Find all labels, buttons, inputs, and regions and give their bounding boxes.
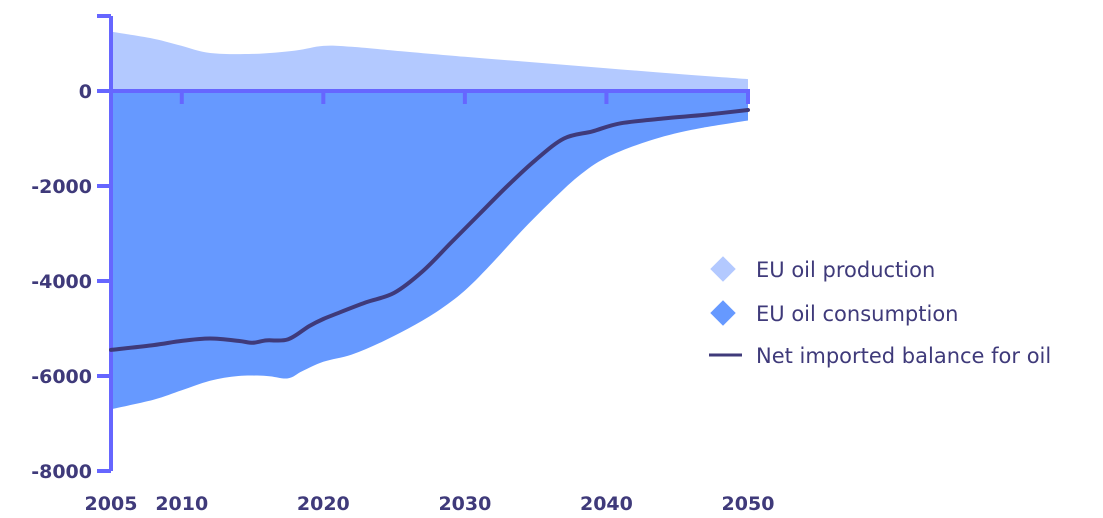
x-tick-label-5: 2050: [722, 493, 775, 515]
line-series-2: [109, 108, 750, 352]
y-tick-label-0: 0: [79, 81, 92, 103]
legend-label-production: EU oil production: [756, 258, 935, 282]
legend-item-net-balance: Net imported balance for oil: [709, 344, 1051, 368]
y-tick-label-2: -4000: [31, 271, 92, 293]
legend-marker-production: [710, 256, 736, 282]
x-tick-label-4: 2040: [580, 493, 633, 515]
x-tick-label-2: 2020: [297, 493, 350, 515]
chart-axes: [97, 14, 750, 473]
legend-label-net-balance: Net imported balance for oil: [756, 344, 1051, 368]
chart-lines: [109, 108, 750, 352]
y-tick-label-4: -8000: [31, 461, 92, 483]
area-series-0: [111, 31, 748, 92]
chart-tick-labels: 0 -2000 -4000 -6000 -8000 2005 2010 2020 2030 204…: [31, 81, 774, 515]
y-tick-label-3: -6000: [31, 366, 92, 388]
x-tick-label-0: 2005: [85, 493, 138, 515]
legend: EU oil production EU oil consumption Net…: [709, 256, 1051, 368]
legend-label-consumption: EU oil consumption: [756, 302, 958, 326]
legend-item-consumption: EU oil consumption: [710, 300, 958, 326]
area-series-1: [111, 91, 748, 410]
x-tick-label-3: 2030: [438, 493, 491, 515]
legend-item-production: EU oil production: [710, 256, 935, 282]
y-tick-label-1: -2000: [31, 176, 92, 198]
legend-marker-consumption: [710, 300, 736, 326]
x-tick-label-1: 2010: [155, 493, 208, 515]
chart-areas: [111, 31, 748, 410]
